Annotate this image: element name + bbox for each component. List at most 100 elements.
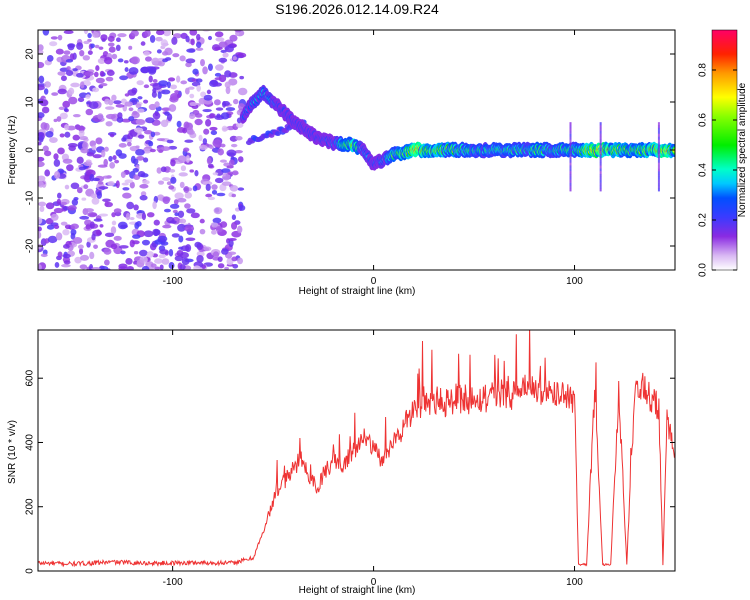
noise-blob bbox=[172, 53, 179, 57]
noise-blob bbox=[239, 205, 246, 211]
noise-blob bbox=[180, 80, 187, 84]
noise-blob bbox=[189, 102, 197, 106]
noise-blob bbox=[239, 76, 244, 79]
noise-blob bbox=[89, 252, 94, 259]
noise-blob bbox=[189, 113, 195, 119]
ridge-spike bbox=[570, 122, 572, 125]
noise-blob bbox=[226, 150, 236, 157]
noise-blob bbox=[43, 28, 50, 36]
noise-blob bbox=[100, 83, 107, 86]
ridge-spike bbox=[658, 177, 660, 180]
noise-blob bbox=[128, 46, 132, 50]
noise-blob bbox=[158, 80, 168, 86]
noise-blob bbox=[65, 185, 70, 190]
noise-blob bbox=[230, 185, 239, 192]
noise-blob bbox=[152, 88, 156, 93]
noise-blob bbox=[49, 41, 57, 46]
noise-blob bbox=[215, 178, 224, 183]
noise-blob bbox=[45, 131, 53, 138]
noise-blob bbox=[160, 264, 164, 270]
noise-blob bbox=[124, 60, 129, 63]
noise-blob bbox=[179, 172, 188, 176]
ridge-spike bbox=[570, 128, 572, 131]
noise-blob bbox=[214, 207, 223, 214]
colorbar-gradient bbox=[712, 30, 737, 270]
ridge-spike bbox=[570, 174, 572, 177]
ridge-spike bbox=[570, 157, 572, 160]
noise-blob bbox=[237, 258, 243, 265]
noise-blob bbox=[191, 212, 200, 218]
ridge-spike bbox=[658, 157, 660, 160]
noise-blob bbox=[83, 41, 89, 44]
noise-blob bbox=[108, 36, 115, 42]
noise-blob bbox=[216, 193, 225, 196]
noise-blob bbox=[185, 244, 191, 252]
noise-blob bbox=[79, 216, 89, 220]
noise-blob bbox=[138, 171, 146, 177]
noise-blob bbox=[184, 203, 191, 208]
noise-blob bbox=[189, 169, 194, 172]
noise-blob bbox=[186, 48, 195, 52]
noise-blob bbox=[66, 59, 73, 63]
ridge-spike bbox=[600, 177, 602, 180]
noise-blob bbox=[92, 178, 100, 181]
noise-blob bbox=[62, 229, 69, 235]
noise-blob bbox=[219, 58, 228, 63]
noise-blob bbox=[178, 247, 183, 250]
ridge-spike bbox=[658, 134, 660, 137]
noise-blob bbox=[137, 109, 144, 113]
noise-blob bbox=[196, 42, 201, 48]
noise-blob bbox=[212, 190, 217, 195]
noise-blob bbox=[191, 38, 195, 45]
noise-blob bbox=[91, 234, 95, 241]
noise-blob bbox=[235, 136, 242, 140]
noise-blob bbox=[95, 45, 100, 48]
noise-blob bbox=[39, 76, 45, 84]
noise-blob bbox=[142, 240, 150, 246]
ridge-spike bbox=[600, 171, 602, 174]
noise-blob bbox=[174, 212, 179, 216]
ridge-spike bbox=[658, 162, 660, 165]
noise-blob bbox=[184, 139, 193, 142]
x-tick-label: 100 bbox=[566, 577, 583, 588]
noise-blob bbox=[228, 252, 237, 255]
noise-blob bbox=[141, 41, 146, 46]
noise-blob bbox=[181, 165, 186, 171]
noise-blob bbox=[145, 117, 154, 123]
noise-blob bbox=[108, 43, 115, 47]
noise-blob bbox=[154, 101, 159, 107]
colorbar-label: Normalized spectral amplitude bbox=[737, 82, 748, 217]
noise-blob bbox=[62, 254, 70, 259]
noise-blob bbox=[178, 155, 187, 163]
snr-series-line bbox=[38, 325, 675, 566]
noise-blob bbox=[83, 184, 88, 189]
snr-y-ticks: 0200400600 bbox=[25, 369, 675, 573]
noise-blob bbox=[105, 233, 114, 237]
noise-blob bbox=[44, 81, 51, 87]
spectrogram-marks bbox=[34, 26, 678, 272]
noise-blob bbox=[172, 233, 180, 237]
noise-blob bbox=[111, 244, 117, 250]
noise-blob bbox=[63, 159, 73, 164]
noise-blob bbox=[183, 186, 189, 193]
noise-blob bbox=[58, 35, 63, 41]
noise-blob bbox=[60, 133, 65, 137]
noise-blob bbox=[90, 43, 95, 48]
noise-blob bbox=[106, 77, 114, 82]
noise-blob bbox=[170, 84, 177, 89]
y-tick-label: 600 bbox=[25, 369, 36, 386]
y-tick-label: 10 bbox=[25, 96, 36, 108]
colorbar-tick-label: 0.6 bbox=[698, 113, 709, 127]
noise-blob bbox=[61, 75, 67, 81]
noise-blob bbox=[226, 86, 231, 94]
snr-x-label: Height of straight line (km) bbox=[299, 585, 416, 596]
noise-blob bbox=[185, 238, 195, 241]
noise-blob bbox=[42, 107, 49, 114]
noise-blob bbox=[84, 208, 94, 212]
ridge-spike bbox=[600, 125, 602, 128]
noise-blob bbox=[139, 184, 148, 189]
noise-blob bbox=[238, 88, 248, 96]
noise-blob bbox=[142, 213, 146, 220]
noise-blob bbox=[208, 36, 212, 40]
noise-blob bbox=[82, 142, 89, 150]
